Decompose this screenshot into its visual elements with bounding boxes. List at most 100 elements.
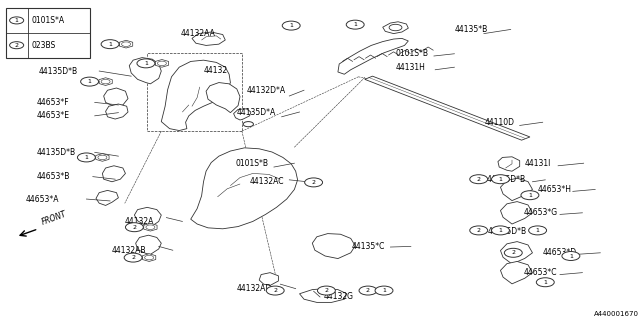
Polygon shape bbox=[229, 155, 244, 165]
Text: 44135D*A: 44135D*A bbox=[237, 108, 276, 116]
Circle shape bbox=[536, 278, 554, 287]
Text: 2: 2 bbox=[511, 250, 515, 255]
Circle shape bbox=[470, 226, 488, 235]
Circle shape bbox=[359, 286, 377, 295]
Text: 0101S*B: 0101S*B bbox=[236, 159, 269, 168]
Polygon shape bbox=[191, 148, 298, 229]
Circle shape bbox=[504, 248, 522, 257]
Circle shape bbox=[266, 286, 284, 295]
Text: 2: 2 bbox=[477, 228, 481, 233]
Circle shape bbox=[375, 286, 393, 295]
Text: 44653*G: 44653*G bbox=[524, 208, 557, 217]
Text: 44132AC: 44132AC bbox=[250, 177, 284, 186]
Polygon shape bbox=[129, 58, 161, 84]
Circle shape bbox=[529, 226, 547, 235]
Text: 1: 1 bbox=[353, 22, 357, 27]
Text: 1: 1 bbox=[499, 228, 502, 233]
Circle shape bbox=[305, 178, 323, 187]
Text: 2: 2 bbox=[132, 225, 136, 230]
Text: 44132A: 44132A bbox=[125, 217, 154, 226]
Circle shape bbox=[137, 59, 155, 68]
Text: 44132AD: 44132AD bbox=[237, 284, 272, 293]
Circle shape bbox=[101, 40, 119, 49]
Circle shape bbox=[346, 20, 364, 29]
Polygon shape bbox=[312, 234, 355, 259]
Polygon shape bbox=[96, 190, 118, 205]
Polygon shape bbox=[498, 157, 520, 171]
Text: 1: 1 bbox=[569, 253, 573, 259]
Text: A440001670: A440001670 bbox=[594, 311, 639, 317]
Polygon shape bbox=[102, 166, 125, 182]
Circle shape bbox=[125, 223, 143, 232]
Text: 1: 1 bbox=[289, 23, 293, 28]
Bar bbox=[147, 53, 242, 131]
Text: 2: 2 bbox=[324, 288, 328, 293]
Text: 0101S*B: 0101S*B bbox=[396, 49, 429, 58]
Text: 1: 1 bbox=[543, 280, 547, 285]
Circle shape bbox=[124, 253, 142, 262]
Text: 44135*B: 44135*B bbox=[454, 25, 488, 34]
Polygon shape bbox=[136, 235, 161, 254]
Circle shape bbox=[10, 17, 24, 24]
Circle shape bbox=[492, 175, 509, 184]
Text: 44653*E: 44653*E bbox=[36, 111, 70, 120]
Circle shape bbox=[282, 21, 300, 30]
Polygon shape bbox=[500, 202, 532, 224]
Text: 44135D*B: 44135D*B bbox=[486, 175, 525, 184]
Text: 1: 1 bbox=[15, 18, 19, 23]
Text: 1: 1 bbox=[88, 79, 92, 84]
Text: 44653*C: 44653*C bbox=[524, 268, 557, 277]
Circle shape bbox=[77, 153, 95, 162]
Text: 44132AA: 44132AA bbox=[181, 29, 216, 38]
Text: 1: 1 bbox=[499, 177, 502, 182]
Text: 44135D*B: 44135D*B bbox=[488, 227, 527, 236]
Polygon shape bbox=[104, 88, 128, 106]
Text: 1: 1 bbox=[108, 42, 112, 47]
Bar bbox=[6, 8, 90, 58]
Text: 1: 1 bbox=[528, 193, 532, 198]
Text: 44131H: 44131H bbox=[396, 63, 426, 72]
Text: 2: 2 bbox=[312, 180, 316, 185]
Text: 2: 2 bbox=[131, 255, 135, 260]
Polygon shape bbox=[259, 273, 278, 285]
Circle shape bbox=[10, 42, 24, 49]
Polygon shape bbox=[106, 104, 128, 119]
Text: 0101S*A: 0101S*A bbox=[31, 16, 65, 25]
Circle shape bbox=[81, 77, 99, 86]
Text: 023BS: 023BS bbox=[31, 41, 56, 50]
Polygon shape bbox=[234, 109, 251, 120]
Circle shape bbox=[243, 122, 253, 127]
Circle shape bbox=[317, 286, 335, 295]
Polygon shape bbox=[300, 289, 347, 302]
Polygon shape bbox=[338, 38, 408, 74]
Polygon shape bbox=[134, 207, 161, 227]
Text: 2: 2 bbox=[366, 288, 370, 293]
Circle shape bbox=[521, 191, 539, 200]
Text: 44653*A: 44653*A bbox=[26, 195, 59, 204]
Circle shape bbox=[492, 226, 509, 235]
Text: 2: 2 bbox=[477, 177, 481, 182]
Circle shape bbox=[470, 175, 488, 184]
Text: 44135D*B: 44135D*B bbox=[38, 67, 77, 76]
Text: 44110D: 44110D bbox=[485, 118, 515, 127]
Text: 44132: 44132 bbox=[204, 66, 228, 75]
Text: 44653*H: 44653*H bbox=[538, 185, 572, 194]
Text: 44132AB: 44132AB bbox=[112, 246, 147, 255]
Text: 44131I: 44131I bbox=[525, 159, 551, 168]
Text: 44653*F: 44653*F bbox=[36, 98, 69, 107]
Polygon shape bbox=[161, 60, 230, 131]
Text: 44135D*B: 44135D*B bbox=[36, 148, 76, 157]
Text: 44132D*A: 44132D*A bbox=[246, 86, 285, 95]
Polygon shape bbox=[500, 178, 532, 201]
Polygon shape bbox=[192, 32, 225, 45]
Polygon shape bbox=[383, 22, 408, 34]
Polygon shape bbox=[365, 76, 530, 140]
Text: 2: 2 bbox=[273, 288, 277, 293]
Text: 44653*D: 44653*D bbox=[543, 248, 577, 257]
Polygon shape bbox=[206, 83, 240, 113]
Text: 1: 1 bbox=[144, 61, 148, 66]
Circle shape bbox=[562, 252, 580, 260]
Text: 44653*B: 44653*B bbox=[36, 172, 70, 181]
Text: 44132G: 44132G bbox=[323, 292, 353, 301]
Text: 2: 2 bbox=[15, 43, 19, 48]
